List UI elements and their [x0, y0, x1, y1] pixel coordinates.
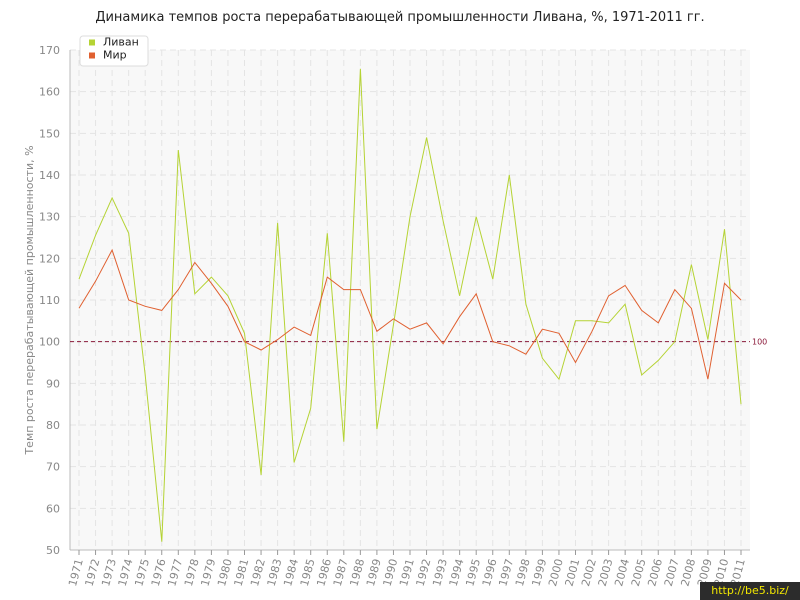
series-line-0	[78, 68, 742, 542]
legend-swatch	[89, 39, 95, 46]
y-tick-label: 140	[39, 169, 60, 182]
y-tick-label: 160	[39, 86, 60, 99]
y-axis-ticks: 50 60 70 80 90 100 110 120 130 140 150 160 170	[39, 44, 60, 557]
y-tick-label: 150	[39, 127, 60, 140]
y-tick-label: 110	[39, 294, 60, 307]
y-tick-label: 50	[46, 544, 60, 557]
reference-line-group: 100	[70, 338, 767, 347]
series-line-1	[78, 248, 742, 380]
legend-swatch	[89, 52, 95, 59]
legend-label[interactable]: Мир	[103, 49, 127, 62]
y-tick-label: 80	[46, 419, 60, 432]
y-tick-label: 90	[46, 377, 60, 390]
y-tick-label: 60	[46, 502, 60, 515]
y-tick-label: 70	[46, 461, 60, 474]
legend-box	[79, 35, 149, 67]
y-axis-label: Темп роста перерабатывающей промышленнос…	[23, 145, 36, 455]
chart-title: Динамика темпов роста перерабатывающей п…	[95, 10, 705, 25]
series-lines	[78, 68, 742, 542]
x-axis-ticks: 1971197219731974197519761977197819791980…	[66, 550, 748, 588]
y-tick-label: 120	[39, 252, 60, 265]
site-watermark[interactable]: http://be5.biz/	[700, 582, 800, 600]
y-tick-label: 130	[39, 211, 60, 224]
y-tick-label: 100	[39, 336, 60, 349]
y-tick-label: 170	[39, 44, 60, 57]
legend-label[interactable]: Ливан	[103, 36, 139, 49]
reference-line-label: 100	[752, 338, 767, 347]
